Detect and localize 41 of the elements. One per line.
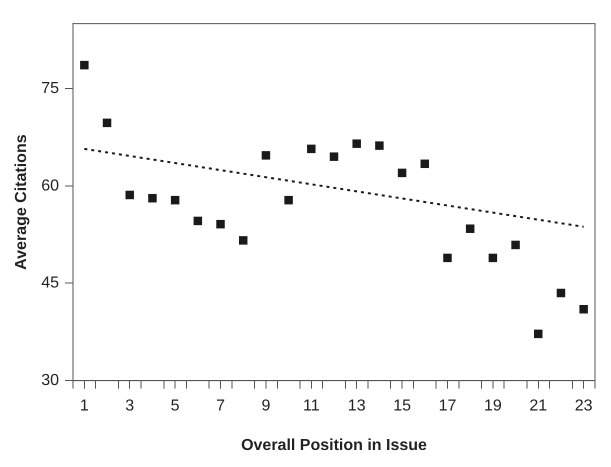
- point: [148, 194, 157, 202]
- point: [125, 190, 134, 200]
- point: [80, 60, 89, 70]
- point: [579, 304, 588, 314]
- x-tick-label: 17: [438, 398, 456, 415]
- point: [352, 139, 361, 148]
- y-tick-label: 60: [41, 177, 60, 194]
- point: [398, 168, 406, 178]
- point: [443, 254, 452, 262]
- x-tick-label: 15: [393, 398, 412, 415]
- x-axis-title: Overall Position in Issue: [241, 436, 428, 454]
- point: [194, 216, 202, 226]
- x-tick-label: 1: [80, 398, 89, 415]
- x-tick-label: 21: [529, 398, 548, 415]
- point: [466, 224, 474, 233]
- point: [170, 196, 180, 204]
- point: [375, 141, 384, 150]
- x-tick-label: 3: [125, 398, 134, 415]
- y-tick-label: 45: [41, 274, 60, 292]
- point: [511, 240, 520, 250]
- point: [216, 220, 225, 228]
- x-tick-label: 9: [261, 398, 270, 415]
- point: [420, 160, 430, 168]
- point: [488, 254, 498, 262]
- x-tick-label: 5: [170, 398, 180, 415]
- x-tick-label: 11: [303, 398, 320, 415]
- point: [262, 151, 270, 160]
- y-tick-label: 30: [41, 372, 60, 390]
- point: [238, 236, 248, 245]
- x-tick-label: 19: [484, 398, 502, 415]
- y-axis-title: Average Citations: [13, 134, 30, 270]
- x-tick-label: 7: [216, 398, 226, 415]
- point: [284, 196, 293, 204]
- point: [330, 152, 338, 161]
- point: [102, 118, 112, 128]
- point: [534, 330, 543, 338]
- x-tick-label: 23: [574, 398, 593, 415]
- y-tick-label: 75: [41, 80, 60, 97]
- point: [307, 144, 316, 154]
- x-tick-label: 13: [348, 398, 366, 415]
- point: [556, 288, 566, 298]
